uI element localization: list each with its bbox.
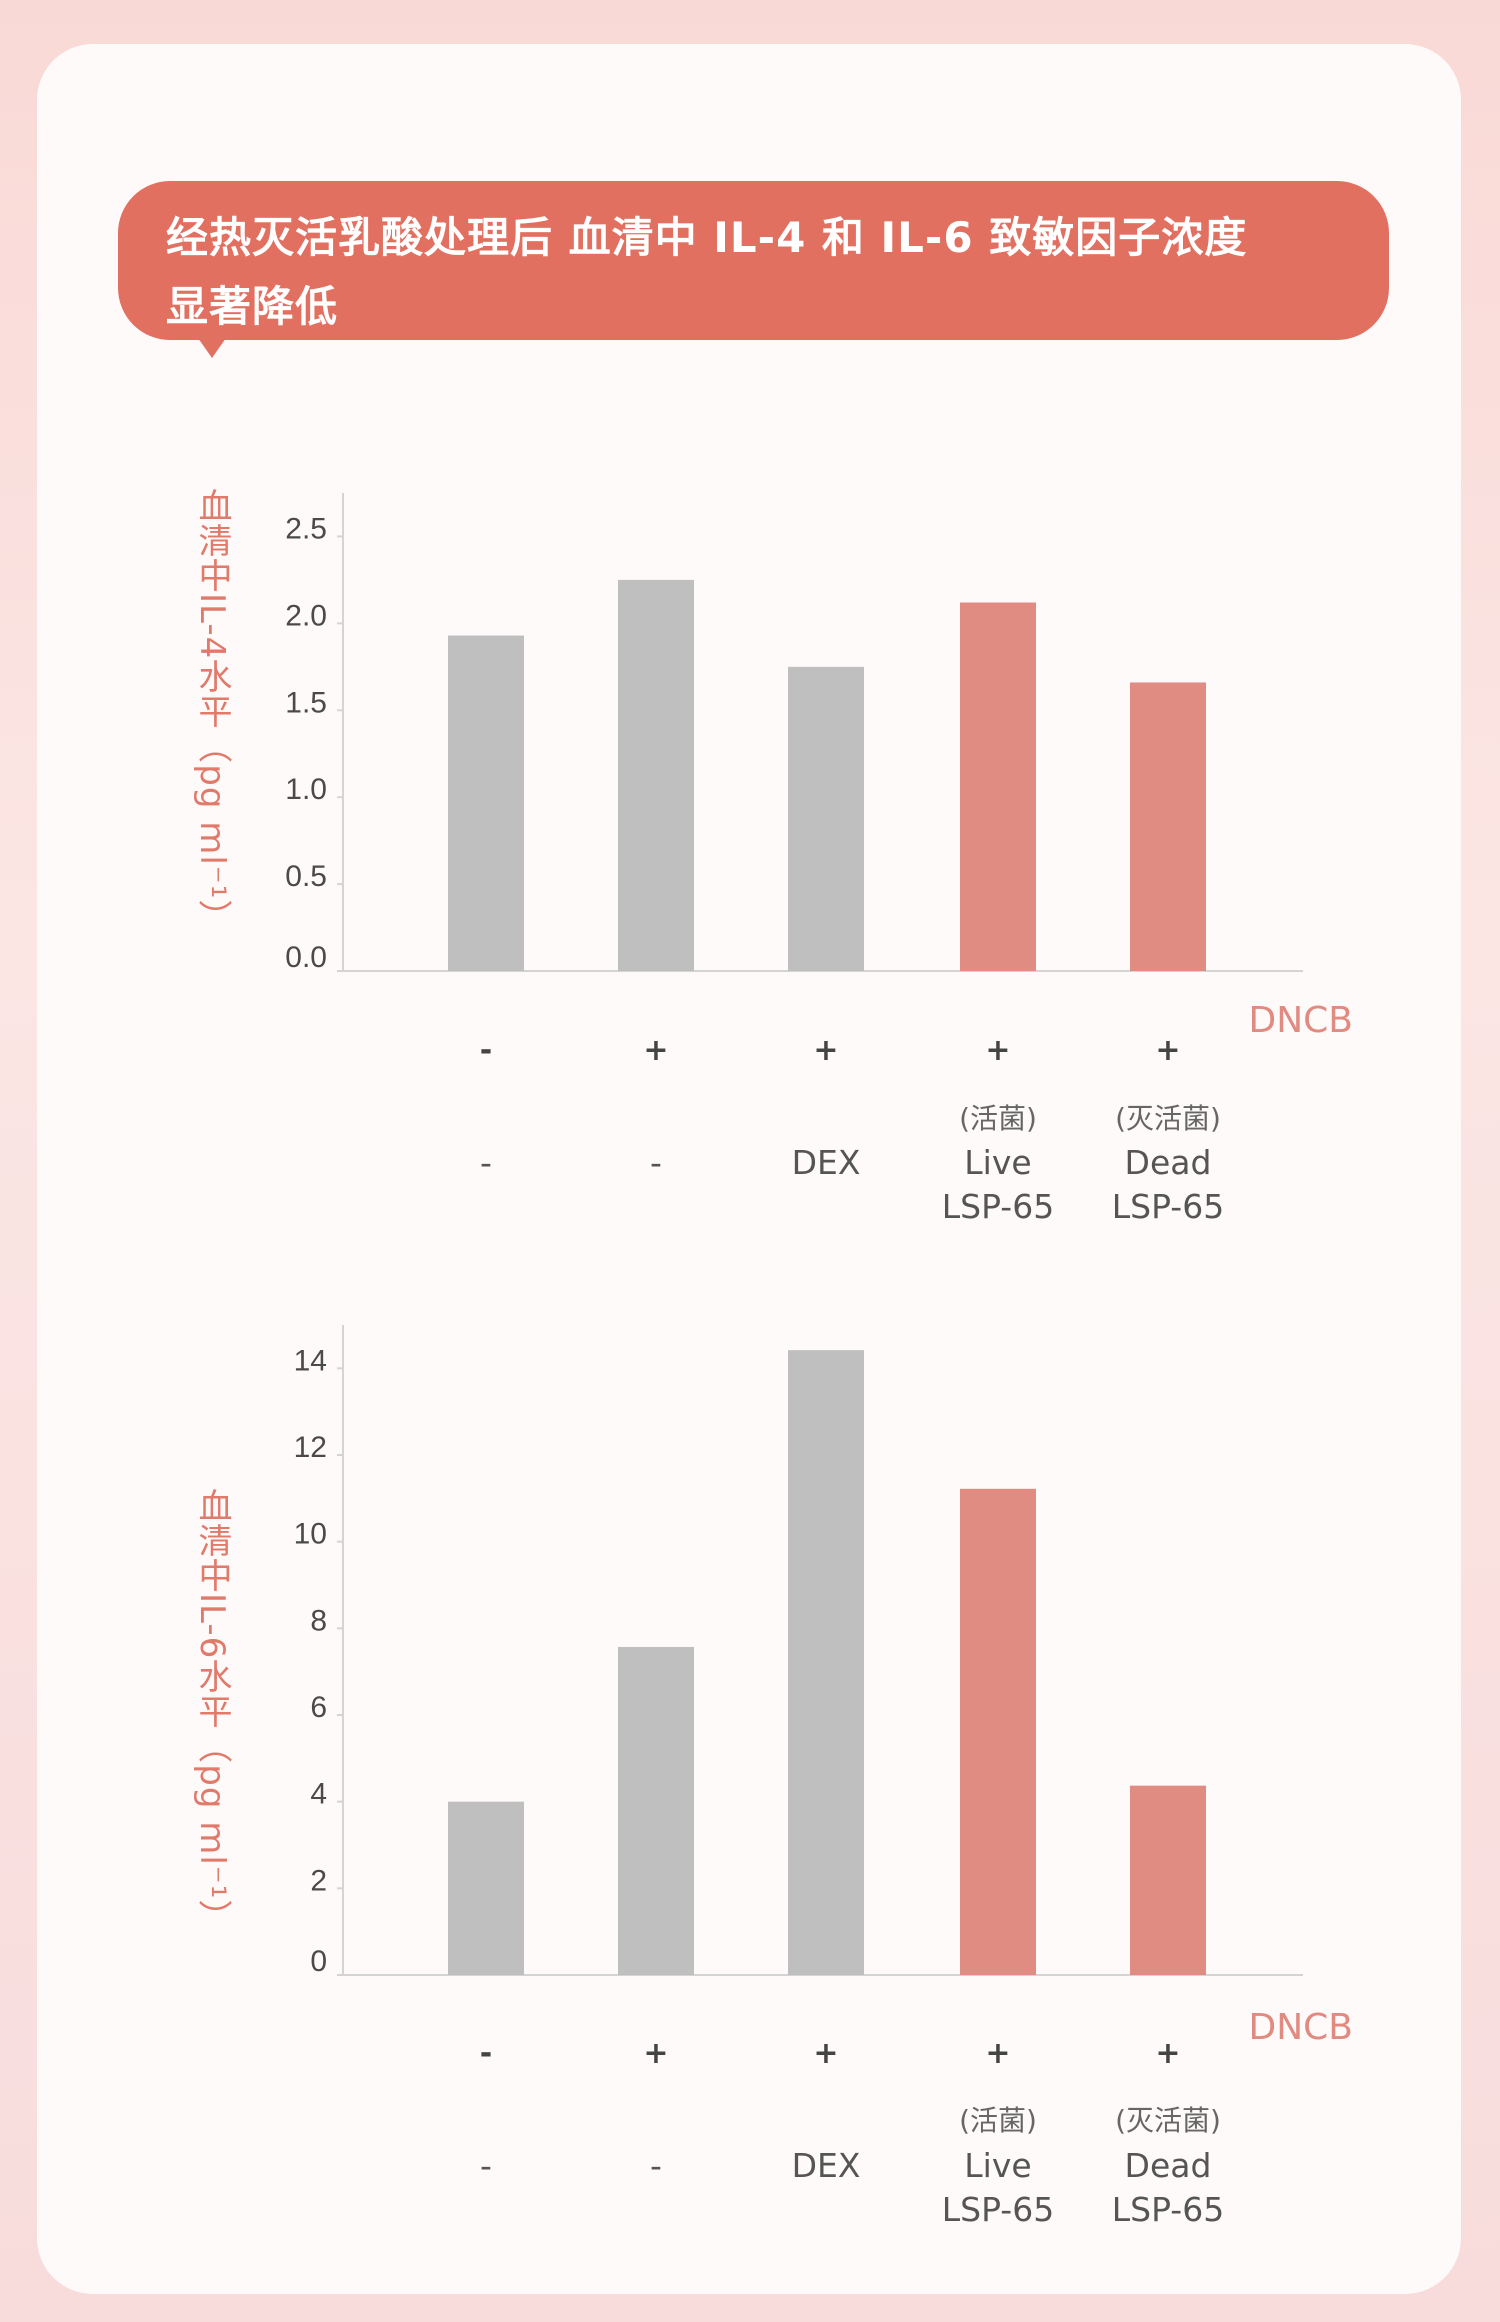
y-tick-label: 0.5 [285, 860, 327, 893]
x-axis-label-dncb: DNCB [1249, 2007, 1353, 2048]
title-line-2: 显著降低 [166, 282, 339, 331]
bar-3 [788, 1350, 864, 1975]
bar-3 [788, 666, 864, 971]
dncb-sign-label: - [480, 2036, 492, 2071]
dncb-sign-label: + [985, 1033, 1010, 1068]
bar-2 [618, 1646, 694, 1975]
dncb-sign-label: + [985, 2036, 1010, 2071]
y-tick-label: 10 [294, 1518, 327, 1551]
bar-4 [960, 1488, 1036, 1975]
y-tick-label: 0 [310, 1945, 327, 1978]
treatment-note-label: (活菌) [959, 1102, 1037, 1135]
treatment-note-label: (灭活菌) [1115, 2104, 1221, 2137]
dncb-sign-label: + [643, 2036, 668, 2071]
bar-4 [960, 602, 1036, 971]
treatment-label: DEX [792, 1143, 861, 1182]
y-tick-label: 2.5 [285, 512, 327, 545]
il6-bar-chart: 0 2 4 6 8 10 12 14 DNCB - - + - + DEX + (活菌) Live LSP-65 + (… [294, 1325, 1353, 2229]
treatment-note-label: (灭活菌) [1115, 1102, 1221, 1135]
dncb-sign-label: + [1155, 1033, 1180, 1068]
treatment-strain-label: LSP-65 [942, 2190, 1054, 2229]
x-axis-label-dncb: DNCB [1249, 1000, 1353, 1041]
bar-2 [618, 579, 694, 971]
treatment-label: - [480, 1143, 492, 1182]
y-tick-label: 6 [310, 1691, 327, 1724]
treatment-label: DEX [792, 2146, 861, 2185]
y-tick-label: 14 [294, 1344, 327, 1377]
treatment-label: - [480, 2146, 492, 2185]
treatment-strain-label: LSP-65 [1112, 1187, 1224, 1226]
bubble-tail [198, 338, 226, 358]
title-bubble: 经热灭活乳酸处理后 血清中 IL-4 和 IL-6 致敏因子浓度 显著降低 [118, 181, 1389, 340]
y-tick-label: 8 [310, 1604, 327, 1637]
dncb-sign-label: + [813, 2036, 838, 2071]
treatment-strain-label: LSP-65 [942, 1187, 1054, 1226]
dncb-sign-label: + [643, 1033, 668, 1068]
title-line-1: 经热灭活乳酸处理后 血清中 IL-4 和 IL-6 致敏因子浓度 [166, 213, 1248, 262]
treatment-label: Live [964, 1143, 1031, 1182]
page-title: 经热灭活乳酸处理后 血清中 IL-4 和 IL-6 致敏因子浓度 显著降低 [166, 203, 1356, 341]
y-tick-label: 1.5 [285, 686, 327, 719]
treatment-strain-label: LSP-65 [1112, 2190, 1224, 2229]
treatment-label: Dead [1125, 1143, 1212, 1182]
y-tick-label: 2 [310, 1864, 327, 1897]
treatment-label: - [650, 2146, 662, 2185]
y-tick-label: 2.0 [285, 599, 327, 632]
bar-5 [1130, 682, 1206, 971]
chart1-y-axis-label: 血清中IL-4水平（pg ml⁻¹） [192, 488, 232, 935]
chart2-y-axis-label: 血清中IL-6水平（pg ml⁻¹） [192, 1488, 232, 1935]
content-card [37, 44, 1461, 2294]
y-tick-label: 1.0 [285, 773, 327, 806]
dncb-sign-label: + [813, 1033, 838, 1068]
il4-bar-chart: 0.0 0.5 1.0 1.5 2.0 2.5 DNCB - - + - + DEX + (活菌) Live L… [285, 493, 1353, 1226]
y-tick-label: 12 [294, 1431, 327, 1464]
dncb-sign-label: - [480, 1033, 492, 1068]
bar-1 [448, 1801, 524, 1975]
treatment-label: Dead [1125, 2146, 1212, 2185]
dncb-sign-label: + [1155, 2036, 1180, 2071]
y-tick-label: 4 [310, 1778, 327, 1811]
treatment-note-label: (活菌) [959, 2104, 1037, 2137]
bar-5 [1130, 1785, 1206, 1975]
y-tick-label: 0.0 [285, 941, 327, 974]
treatment-label: Live [964, 2146, 1031, 2185]
bar-1 [448, 635, 524, 971]
treatment-label: - [650, 1143, 662, 1182]
